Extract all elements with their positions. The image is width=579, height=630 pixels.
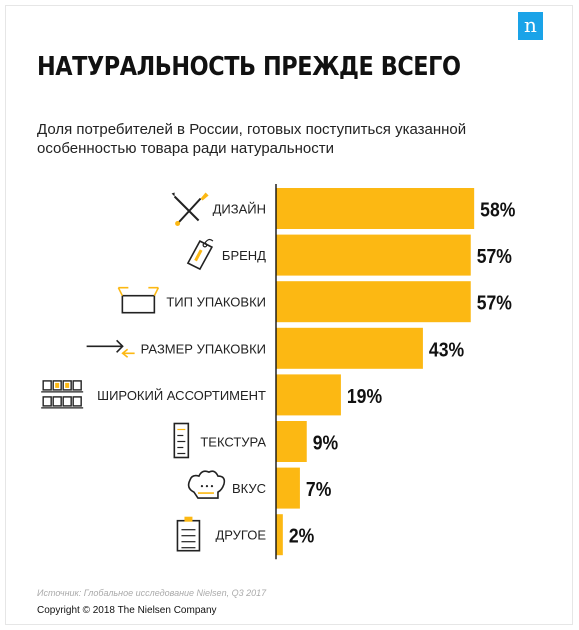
data-label-8: 2%: [289, 525, 315, 547]
category-label-6: ТЕКСТУРА: [200, 435, 266, 450]
source-note: Источник: Глобальное исследование Nielse…: [37, 588, 267, 598]
nielsen-logo: n: [518, 12, 543, 40]
data-label-3: 57%: [477, 292, 512, 314]
data-label-2: 57%: [477, 245, 512, 267]
category-label-5: ШИРОКИЙ АССОРТИМЕНТ: [97, 388, 266, 403]
data-label-7: 7%: [306, 478, 332, 500]
bar-7: [276, 467, 300, 509]
clipboard-icon: [176, 516, 201, 552]
product-grid-icon: [41, 380, 84, 409]
category-label-4: РАЗМЕР УПАКОВКИ: [141, 341, 266, 356]
bar-4: [276, 327, 423, 369]
bar-8: [276, 514, 283, 556]
category-label-3: ТИП УПАКОВКИ: [166, 295, 266, 310]
data-label-6: 9%: [313, 431, 339, 453]
arrows-icon: [86, 339, 135, 358]
data-label-4: 43%: [429, 338, 464, 360]
chart-subtitle: Доля потребителей в России, готовых пост…: [37, 121, 467, 157]
pencil-brush-icon: [171, 192, 209, 226]
bar-2: [276, 234, 471, 276]
bar-3: [276, 281, 471, 323]
bar-6: [276, 421, 307, 462]
page-title: НАТУРАЛЬНОСТЬ ПРЕЖДЕ ВСЕГО: [37, 52, 461, 82]
category-label-7: ВКУС: [232, 481, 266, 496]
category-label-2: БРЕНД: [222, 248, 266, 263]
copyright-note: Copyright © 2018 The Nielsen Company: [37, 605, 217, 616]
bar-5: [276, 374, 341, 416]
data-label-1: 58%: [480, 198, 515, 220]
category-label-8: ДРУГОЕ: [215, 528, 266, 543]
bar-1: [276, 188, 475, 229]
texture-sheet-icon: [173, 422, 190, 459]
open-box-icon: [117, 286, 160, 314]
category-label-1: ДИЗАЙН: [213, 202, 266, 217]
chef-hat-icon: [187, 470, 226, 499]
brand-tag-icon: [186, 238, 214, 271]
data-label-5: 19%: [347, 385, 382, 407]
